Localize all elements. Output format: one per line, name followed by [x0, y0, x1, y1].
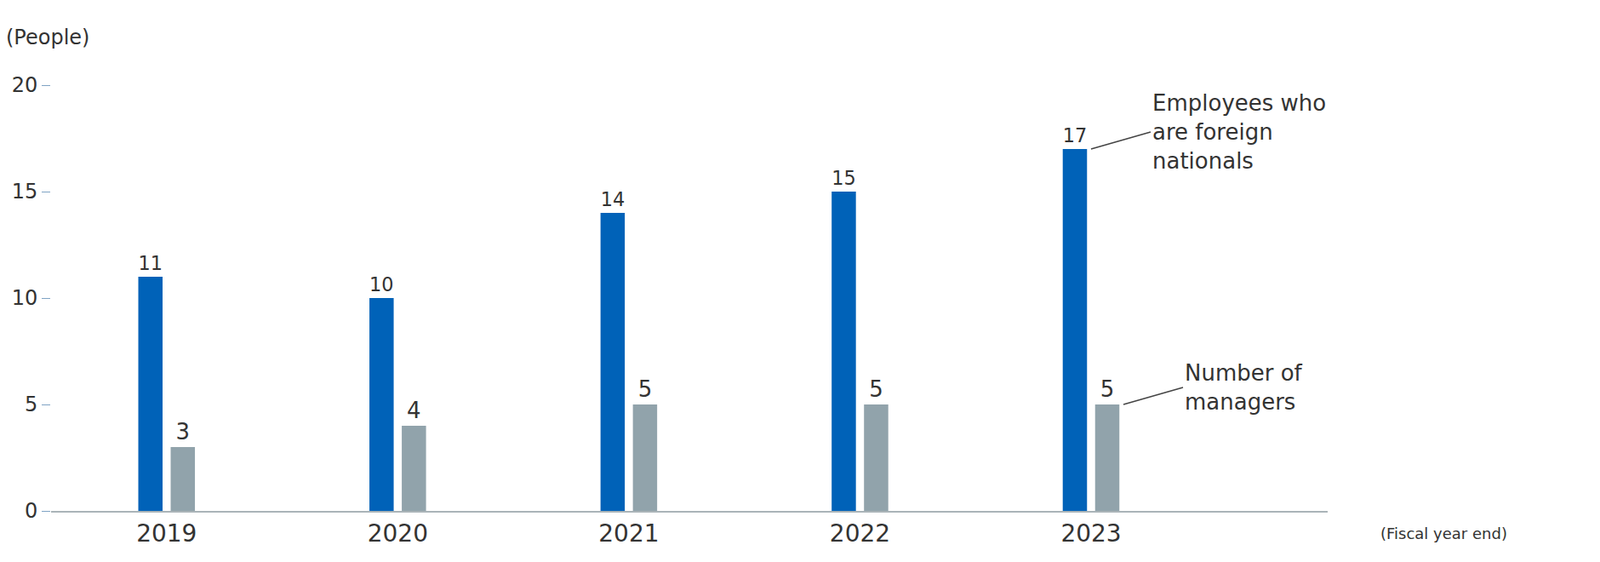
- svg-text:2022: 2022: [829, 519, 891, 548]
- svg-text:Number ofmanagers: Number ofmanagers: [1184, 360, 1303, 415]
- svg-text:2021: 2021: [598, 519, 659, 548]
- svg-text:2020: 2020: [367, 519, 429, 548]
- svg-text:5: 5: [638, 376, 653, 402]
- svg-text:(Fiscal year end): (Fiscal year end): [1380, 524, 1508, 543]
- svg-text:(People): (People): [5, 25, 90, 50]
- svg-text:10: 10: [369, 273, 394, 296]
- svg-text:20: 20: [11, 73, 39, 98]
- svg-text:10: 10: [11, 285, 39, 310]
- svg-text:15: 15: [11, 179, 39, 204]
- svg-text:17: 17: [1062, 124, 1088, 147]
- svg-text:2019: 2019: [136, 519, 197, 548]
- svg-text:2023: 2023: [1060, 519, 1121, 548]
- svg-text:5: 5: [868, 376, 884, 402]
- svg-text:0: 0: [24, 498, 38, 523]
- svg-text:5: 5: [24, 392, 38, 417]
- svg-text:15: 15: [831, 166, 856, 189]
- svg-text:3: 3: [176, 418, 191, 445]
- svg-text:14: 14: [600, 188, 626, 211]
- svg-text:Employees whoare foreignnation: Employees whoare foreignnationals: [1152, 90, 1326, 174]
- svg-text:5: 5: [1100, 376, 1115, 402]
- svg-text:4: 4: [406, 397, 422, 423]
- svg-text:11: 11: [138, 251, 164, 275]
